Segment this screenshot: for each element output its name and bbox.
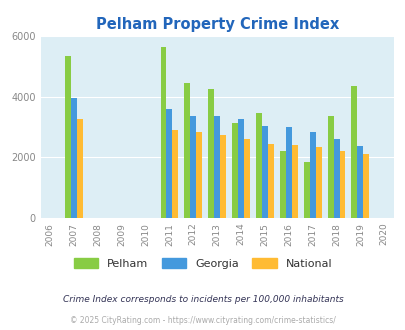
Bar <box>267 144 273 218</box>
Bar <box>362 154 369 218</box>
Bar <box>333 139 339 218</box>
Bar <box>214 116 220 218</box>
Bar <box>196 132 202 218</box>
Bar <box>77 119 83 218</box>
Bar <box>190 116 196 218</box>
Bar <box>303 162 309 218</box>
Bar <box>339 151 345 218</box>
Bar <box>356 146 362 218</box>
Bar <box>243 139 249 218</box>
Bar <box>351 86 356 218</box>
Title: Pelham Property Crime Index: Pelham Property Crime Index <box>95 17 338 32</box>
Bar <box>291 145 297 218</box>
Bar <box>184 83 190 218</box>
Bar <box>261 125 267 218</box>
Bar <box>232 122 237 218</box>
Text: © 2025 CityRating.com - https://www.cityrating.com/crime-statistics/: © 2025 CityRating.com - https://www.city… <box>70 316 335 325</box>
Bar <box>279 151 285 218</box>
Bar <box>166 109 172 218</box>
Bar <box>285 127 291 218</box>
Legend: Pelham, Georgia, National: Pelham, Georgia, National <box>69 253 336 273</box>
Bar <box>327 116 333 218</box>
Bar <box>65 56 71 218</box>
Bar <box>71 98 77 218</box>
Bar <box>315 147 321 218</box>
Bar <box>160 47 166 218</box>
Text: Crime Index corresponds to incidents per 100,000 inhabitants: Crime Index corresponds to incidents per… <box>62 295 343 304</box>
Bar <box>237 119 243 218</box>
Bar <box>309 132 315 218</box>
Bar <box>208 89 214 218</box>
Bar <box>172 130 178 218</box>
Bar <box>256 114 261 218</box>
Bar <box>220 135 226 218</box>
